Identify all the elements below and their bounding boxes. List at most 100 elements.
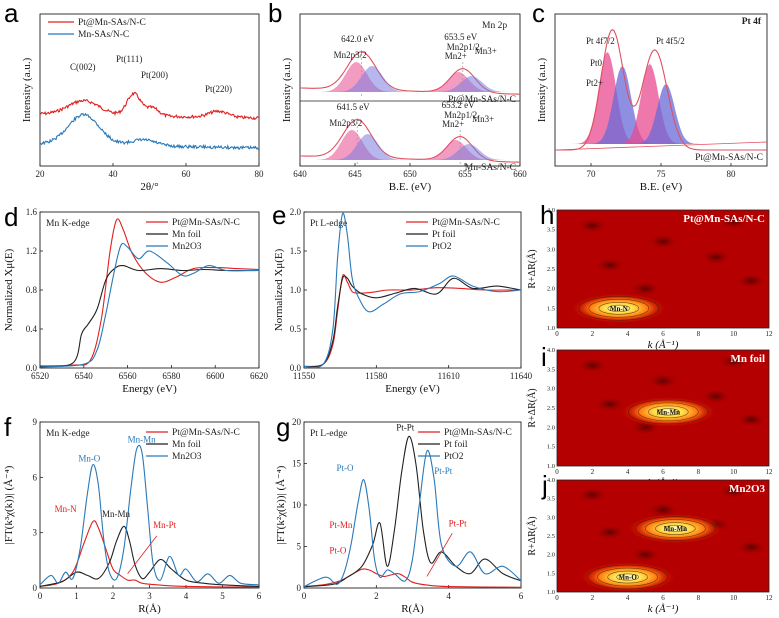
annotation: Mn-N: [55, 504, 77, 514]
annotation: Mn-Pt: [153, 520, 177, 530]
heatmap-contour: [637, 402, 699, 422]
annotation: Pt(200): [141, 70, 168, 80]
panel-e: 11550 11580 11610 11640 0.0 0.5 1.0 1.5 2.0 e Norm…: [272, 200, 533, 395]
x-tick-label: 6: [519, 591, 524, 601]
annotation: Mn-Mn: [102, 509, 131, 519]
y-tick-label: 0: [33, 583, 38, 593]
x-axis-label: B.E. (eV): [640, 181, 683, 193]
x-axis-label: Energy (eV): [385, 383, 440, 395]
heatmap-contour: [627, 399, 709, 425]
heatmap-dark-region: [649, 373, 677, 388]
panel-c: 70 75 80 c Intensity (a.u.) B.E. (eV) Pt 4f Pt …: [532, 0, 768, 193]
y-axis-label: Intensity (a.u.): [536, 57, 548, 122]
x-tick-label: 8: [697, 330, 701, 338]
legend-entry: Pt foil: [444, 439, 468, 450]
legend-entry: Pt@Mn-SAs/N-C: [444, 428, 512, 438]
peak-label: Mn-Mn: [664, 525, 687, 533]
fit-component: [569, 52, 645, 144]
sample-label: Pt@Mn-SAs/N-C: [695, 153, 763, 163]
fit-component: [436, 76, 507, 92]
x-tick-label: 11610: [438, 371, 461, 381]
y-tick-label: 3.5: [547, 227, 555, 234]
heatmap-contour: [607, 304, 631, 312]
x-tick-label: 0: [555, 330, 559, 338]
chart-title: Mn2O3: [729, 483, 766, 495]
x-tick-label: 0: [555, 468, 559, 476]
peak-label: Mn-Mn: [657, 408, 680, 416]
x-tick-label: 80: [727, 169, 737, 179]
chart-title: Pt L-edge: [310, 429, 347, 439]
x-tick-label: 6: [257, 591, 262, 601]
heatmap-peak: [570, 293, 667, 324]
x-tick-label: 3: [147, 591, 152, 601]
x-tick-label: 2: [111, 591, 116, 601]
x-tick-label: 70: [587, 169, 597, 179]
legend-entry: Pt@Mn-SAs/N-C: [172, 218, 240, 228]
series-line-Mn2O3: [39, 444, 260, 586]
annotation: Mn2p3/2: [329, 118, 362, 128]
heatmap-contour: [597, 567, 658, 587]
annotation: Mn2+: [445, 51, 467, 61]
panel-letter: h: [540, 200, 554, 230]
panel-letter: a: [4, 0, 19, 28]
y-tick-label: 4.0: [547, 347, 555, 354]
x-axis-label: Energy (eV): [122, 383, 177, 395]
heatmap-dark-region: [702, 250, 730, 265]
heatmap-contour: [645, 519, 706, 538]
y-tick-label: 2.0: [547, 424, 555, 431]
x-tick-label: 20: [36, 169, 46, 179]
x-tick-label: 2: [591, 330, 595, 338]
panel-letter: i: [541, 342, 547, 372]
heatmap-dark-region: [719, 214, 748, 229]
series-line-PtO2: [303, 212, 522, 369]
series-line-Pt@Mn-SAs/N-C: [39, 218, 260, 367]
x-tick-label: 11640: [510, 371, 533, 381]
y-tick-label: 1.0: [547, 589, 555, 596]
x-tick-label: 4: [626, 468, 630, 476]
x-axis-label: B.E. (eV): [389, 181, 432, 193]
x-tick-label: 75: [657, 169, 667, 179]
y-tick-label: 4.0: [547, 207, 555, 214]
y-tick-label: 0.0: [290, 363, 302, 373]
y-tick-label: 15: [292, 459, 302, 469]
heatmap-dark-region: [578, 358, 607, 373]
x-tick-label: 1: [74, 591, 79, 601]
x-tick-label: 2: [374, 591, 379, 601]
heatmap-contour: [664, 524, 687, 533]
heatmap-dark-region: [737, 412, 766, 427]
heatmap-dark-region: [596, 258, 624, 273]
annotation: Pt2+: [586, 78, 603, 88]
fit-component: [336, 66, 408, 92]
y-tick-label: 9: [33, 417, 38, 427]
y-tick-label: 4.0: [547, 477, 555, 484]
y-axis-label: |FT(k²χ(k))| (Å⁻⁴): [275, 465, 287, 544]
x-tick-label: 6580: [162, 371, 181, 381]
x-tick-label: 2: [591, 468, 595, 476]
x-tick-label: 6600: [206, 371, 225, 381]
heatmap-dark-region: [578, 487, 607, 502]
x-tick-label: 4: [446, 591, 451, 601]
y-tick-label: 3.0: [547, 386, 555, 393]
annotation: Mn2p3/2: [334, 50, 367, 60]
fit-component: [584, 66, 660, 144]
axes-frame: [556, 479, 770, 593]
annotation: Pt0: [590, 58, 603, 68]
annotation: Pt-Pt: [449, 519, 468, 529]
y-tick-label: 0.0: [26, 363, 38, 373]
y-tick-label: 5: [297, 542, 302, 552]
heatmap-contour: [616, 573, 639, 581]
annotation: Mn3+: [472, 114, 494, 124]
x-tick-label: 5: [220, 591, 225, 601]
series-line-Pt@Mn-SAs/N-C: [39, 91, 260, 121]
baseline: [554, 141, 768, 151]
chart-title: Pt L-edge: [310, 219, 347, 229]
y-tick-label: 0.5: [290, 324, 302, 334]
x-tick-label: 6620: [250, 371, 269, 381]
annotation: Pt-O: [329, 545, 347, 555]
x-tick-label: 660: [513, 169, 527, 179]
heatmap-dark-region: [649, 502, 677, 517]
y-tick-label: 2.5: [547, 266, 555, 273]
legend-entry: Mn foil: [172, 229, 201, 240]
y-tick-label: 1.0: [547, 325, 555, 332]
